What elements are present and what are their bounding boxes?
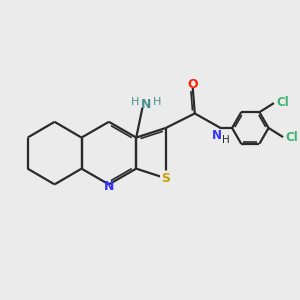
Text: H: H bbox=[131, 97, 139, 107]
Text: H: H bbox=[222, 135, 229, 145]
Text: Cl: Cl bbox=[277, 96, 290, 109]
Text: O: O bbox=[188, 78, 198, 92]
Text: S: S bbox=[161, 172, 170, 185]
Text: Cl: Cl bbox=[286, 131, 298, 144]
Text: N: N bbox=[104, 180, 114, 193]
Text: H: H bbox=[153, 97, 161, 107]
Text: N: N bbox=[212, 129, 222, 142]
Text: N: N bbox=[141, 98, 151, 111]
